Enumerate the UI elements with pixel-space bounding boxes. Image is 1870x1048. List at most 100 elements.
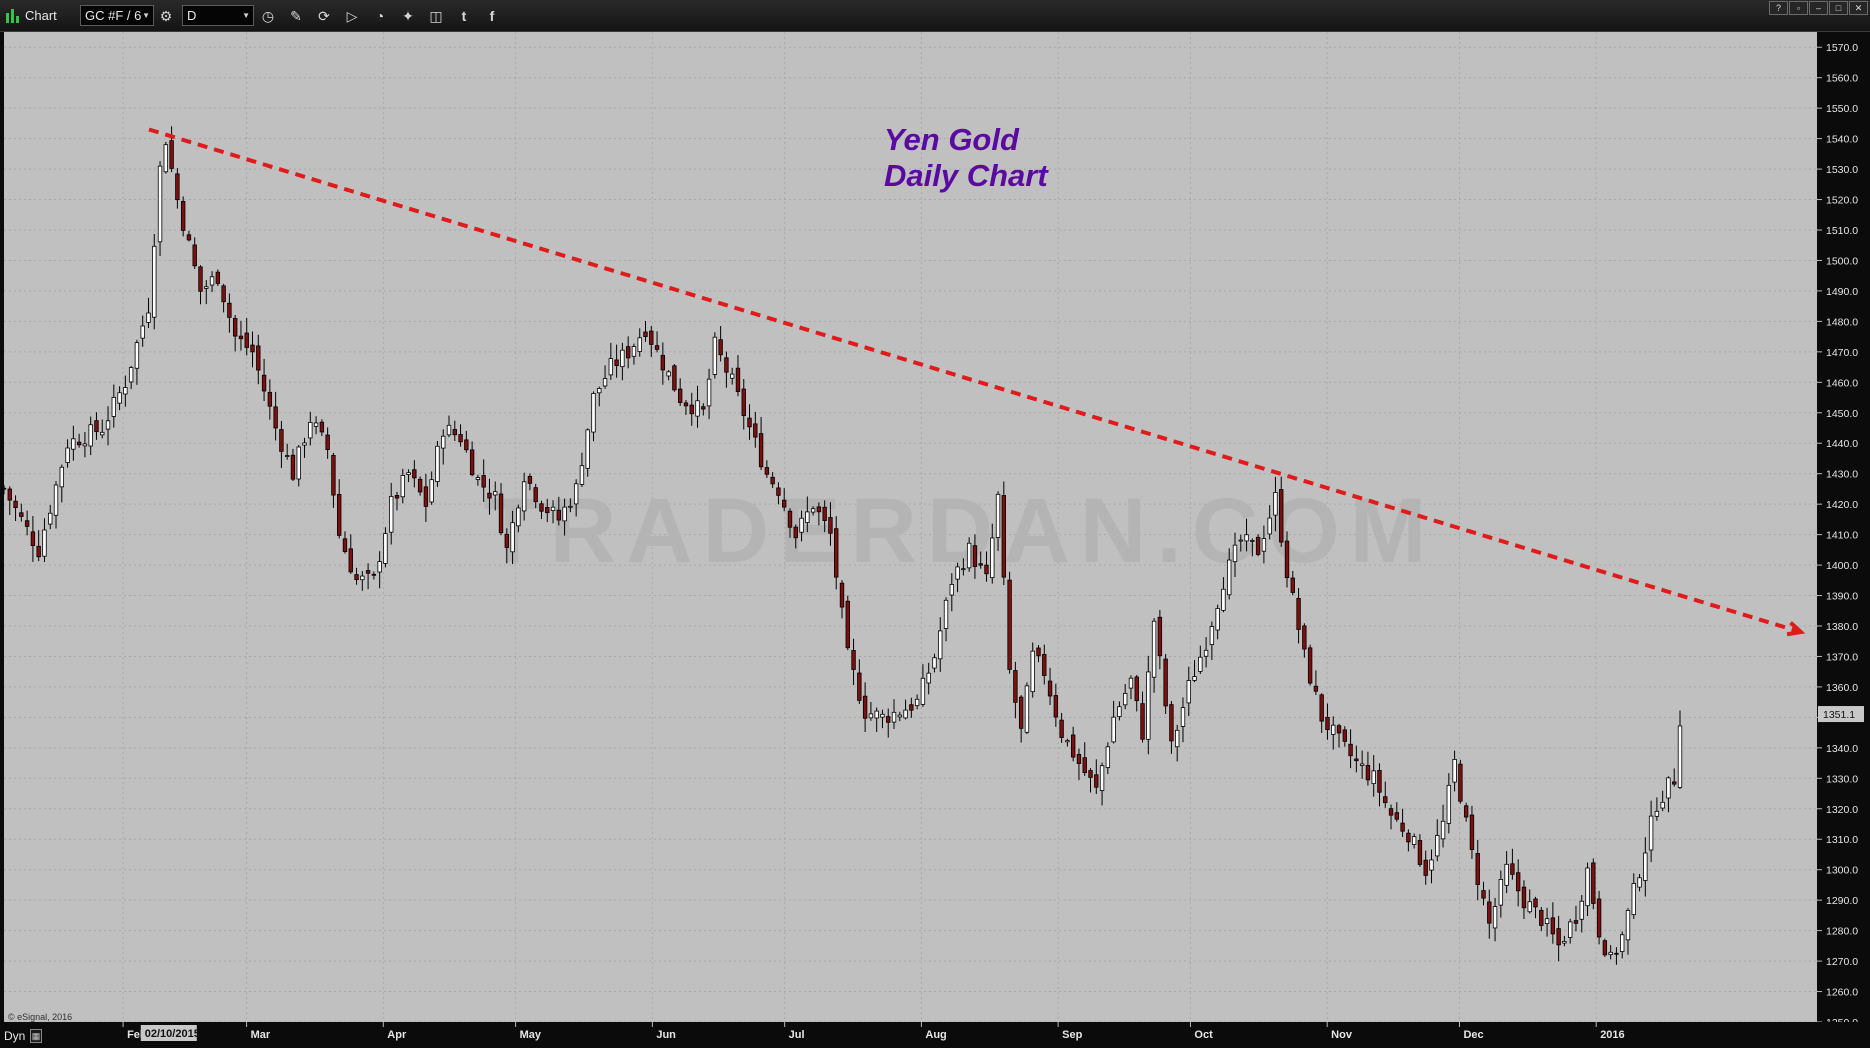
facebook-icon[interactable]: f [489,8,495,24]
maximize-button[interactable]: □ [1829,1,1848,15]
minimize-button[interactable]: – [1809,1,1828,15]
clock-icon[interactable]: ◷ [261,8,275,24]
candle-down [180,201,186,231]
scale-toggle-icon[interactable]: ▦ [30,1029,42,1043]
symbol-value: GC #F / 6 [85,8,142,23]
candle-down [1342,729,1347,742]
candle-up [284,455,290,457]
candle-up [1117,706,1122,718]
candle-down [1336,725,1342,734]
candle-up [810,508,816,513]
y-tick-label: 1360.0 [1826,682,1858,694]
close-button[interactable]: ✕ [1849,1,1868,15]
x-tick-label: Nov [1331,1029,1353,1041]
candle-down [1163,658,1168,707]
candle-down [371,573,377,576]
candle-up [313,422,319,427]
candle-up [510,522,515,553]
tag-icon[interactable]: ✦ [402,8,414,24]
link-settings-icon[interactable]: ⚙ [159,8,173,24]
y-tick-label: 1310.0 [1826,834,1858,846]
cursor-date-label: 02/10/2015 [145,1028,200,1040]
candle-up [48,512,53,525]
candle-down [1018,696,1024,729]
candle-up [1504,863,1509,886]
candle-up [82,443,88,447]
candle-up [1238,539,1243,542]
candle-up [429,479,434,503]
candle-up [602,378,608,387]
candle-up [100,431,105,436]
candle-up [1585,867,1590,907]
candle-down [1290,577,1295,593]
candle-down [1556,928,1561,946]
trendline-arrow-icon [1786,621,1806,637]
candle-up [117,392,122,404]
y-tick-label: 1290.0 [1826,895,1858,907]
candle-down [1134,676,1139,702]
y-tick-label: 1330.0 [1826,773,1858,785]
twitter-icon[interactable]: t [461,8,467,24]
candle-down [539,503,544,512]
candle-down [1406,832,1411,843]
candle-down [1383,796,1388,804]
candle-up [880,713,885,718]
candle-down [1550,917,1556,935]
candle-up [591,393,596,433]
candle-up [1146,671,1151,740]
y-tick-label: 1520.0 [1826,195,1858,207]
symbol-selector[interactable]: GC #F / 6 ▼ [80,5,154,26]
candle-down [279,429,284,452]
candle-down [1394,812,1400,820]
candle-up [406,472,411,475]
candle-down [232,317,238,337]
plot-area[interactable] [4,32,1817,1022]
cycle-icon[interactable]: ⟳ [318,8,330,24]
interval-selector[interactable]: D ▼ [182,5,254,26]
candle-up [209,276,215,286]
dyn-label[interactable]: Dyn [4,1029,26,1043]
candle-up [1261,538,1267,552]
candle-down [1053,695,1059,718]
candle-down [1319,694,1324,722]
candle-down [13,500,18,508]
candle-down [1094,774,1099,788]
candle-down [273,406,278,429]
candle-down [1001,495,1007,578]
candle-up [111,396,116,417]
candle-down [1082,757,1087,774]
candle-up [562,506,567,522]
price-axis[interactable] [1817,32,1870,1022]
candle-up [123,387,128,395]
candle-down [498,493,504,534]
candle-down [186,234,192,241]
play-icon[interactable]: ▷ [346,8,358,24]
candle-down [816,506,822,513]
pencil-icon[interactable]: ✎ [290,8,302,24]
yen-gold-daily-chart[interactable]: TRADERDAN.COM Yen Gold Daily Chart 1250.… [0,32,1870,1027]
candle-up [65,447,70,463]
candle-up [730,373,735,379]
y-tick-label: 1470.0 [1826,347,1858,359]
grid [4,32,1817,1023]
time-axis[interactable] [0,1022,1870,1048]
candle-down [76,441,82,446]
chart-toolbar: Chart GC #F / 6 ▼ ⚙ D ▼ ◷ ✎ ⟳ ▷ ◔ ✦ ◫ t … [0,0,1870,32]
candle-up [990,537,995,579]
candle-up [71,438,76,450]
candle-down [1510,863,1515,875]
y-tick-label: 1570.0 [1826,42,1858,54]
comment-icon[interactable]: ◫ [429,8,443,24]
candle-down [1423,859,1428,876]
candle-down [348,548,353,573]
gauge-icon[interactable]: ◔ [375,8,385,24]
candle-down [1284,540,1290,579]
annotation-line-2: Daily Chart [884,158,1049,193]
candle-down [972,545,978,567]
last-price-label: 1351.1 [1823,709,1855,721]
candle-up [1452,759,1457,783]
help-button[interactable]: ? [1769,1,1788,15]
candle-down [1354,758,1359,762]
restore-button[interactable]: ▫ [1789,1,1808,15]
x-tick-label: Dec [1463,1029,1483,1041]
